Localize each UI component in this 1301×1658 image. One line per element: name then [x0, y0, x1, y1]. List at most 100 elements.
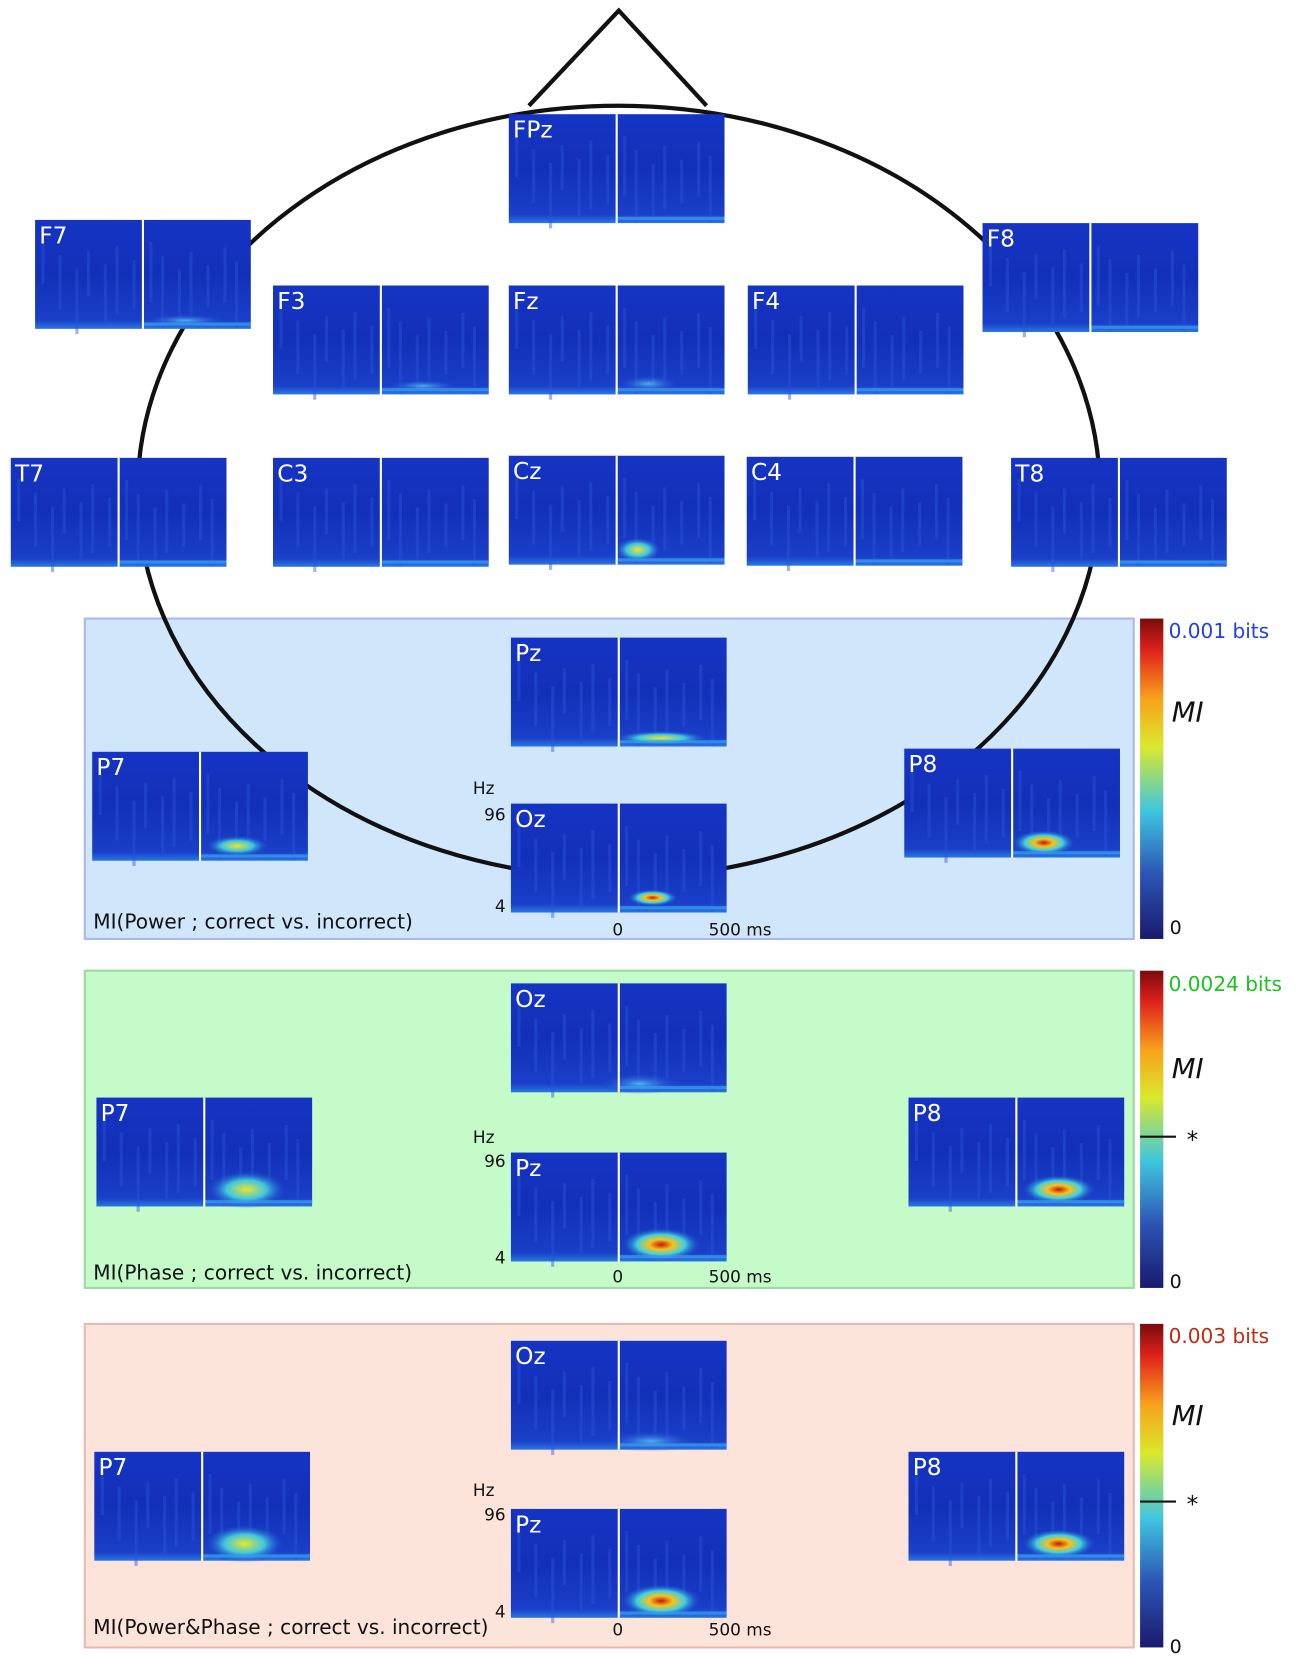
texture — [1182, 264, 1186, 331]
x-axis-end: 500 ms — [709, 1620, 772, 1640]
texture — [313, 506, 317, 573]
texture — [1136, 254, 1141, 319]
texture — [919, 330, 923, 375]
spectrogram: Oz — [510, 803, 727, 918]
x-axis-start: 0 — [612, 1266, 623, 1286]
spectrogram: F4 — [747, 285, 964, 400]
texture — [579, 682, 583, 740]
texture — [41, 241, 45, 284]
texture — [902, 317, 906, 381]
baseline-band — [618, 1443, 727, 1447]
texture — [591, 1178, 595, 1248]
texture — [34, 492, 38, 547]
texture — [1034, 253, 1038, 300]
texture — [562, 1371, 566, 1417]
texture — [651, 505, 655, 558]
spectrogram: P7 — [94, 1451, 311, 1567]
texture — [579, 1027, 583, 1085]
texture — [472, 499, 477, 566]
texture — [665, 1015, 669, 1079]
texture — [625, 1362, 629, 1424]
texture — [267, 1143, 271, 1187]
texture — [636, 1019, 640, 1092]
texture — [398, 493, 403, 566]
texture — [606, 495, 610, 545]
texture — [132, 800, 136, 867]
texture — [845, 325, 849, 375]
texture — [651, 163, 655, 216]
y-axis-top: 96 — [484, 804, 506, 824]
texture — [589, 311, 593, 381]
texture — [313, 334, 317, 400]
texture — [153, 507, 157, 560]
texture — [117, 1486, 121, 1541]
texture — [387, 307, 391, 368]
texture — [918, 502, 922, 546]
x-axis-end: 500 ms — [709, 1266, 772, 1286]
texture — [515, 476, 519, 520]
baseline-band — [618, 1255, 727, 1259]
texture — [165, 1141, 169, 1200]
texture — [710, 1382, 714, 1449]
threshold-marker: * — [1187, 1126, 1199, 1153]
texture — [771, 320, 775, 375]
baseline-band — [142, 322, 251, 326]
texture — [136, 493, 140, 566]
electrode-label: C4 — [751, 459, 782, 486]
texture — [988, 244, 993, 287]
texture — [665, 835, 669, 899]
texture — [591, 1535, 595, 1605]
texture — [860, 479, 865, 540]
texture — [534, 1018, 538, 1073]
activation — [205, 835, 269, 857]
texture — [934, 484, 939, 540]
texture — [636, 1376, 640, 1449]
nose — [527, 7, 709, 108]
spectrogram: Oz — [510, 1340, 727, 1455]
texture — [591, 830, 595, 899]
texture — [699, 1536, 703, 1592]
texture — [91, 484, 95, 554]
texture — [608, 1549, 612, 1598]
colorbar-label: MI — [1172, 1400, 1204, 1432]
texture — [193, 1137, 197, 1187]
texture — [189, 251, 193, 316]
baseline-band — [854, 559, 963, 563]
texture — [1104, 789, 1108, 857]
texture — [977, 1141, 981, 1200]
texture — [625, 1531, 629, 1592]
texture — [163, 1496, 167, 1554]
texture — [579, 1385, 583, 1443]
spectrogram: Cz — [508, 455, 725, 570]
texture — [579, 848, 583, 906]
texture — [682, 1028, 686, 1073]
texture — [341, 502, 345, 560]
texture — [636, 1188, 640, 1261]
texture — [515, 306, 519, 349]
spectrogram: Oz — [510, 983, 727, 1098]
texture — [682, 849, 686, 893]
electrode-label: Fz — [513, 288, 539, 315]
texture — [625, 659, 629, 721]
texture — [754, 306, 758, 349]
texture — [889, 506, 893, 559]
electrode-label: F4 — [752, 288, 780, 315]
texture — [1092, 776, 1096, 832]
texture — [560, 316, 564, 362]
texture — [551, 1032, 555, 1098]
baseline-band — [200, 854, 308, 858]
texture — [710, 678, 714, 746]
texture — [901, 488, 905, 552]
electrode-label: Pz — [515, 640, 541, 667]
texture — [1051, 267, 1055, 325]
texture — [663, 145, 667, 210]
baseline-band — [618, 740, 727, 744]
texture — [324, 316, 328, 362]
x-axis-start: 0 — [612, 920, 623, 940]
baseline-band — [855, 388, 964, 392]
texture — [532, 490, 536, 545]
texture — [579, 1196, 583, 1255]
texture — [562, 1014, 566, 1060]
electrode-label: P8 — [913, 1454, 942, 1481]
